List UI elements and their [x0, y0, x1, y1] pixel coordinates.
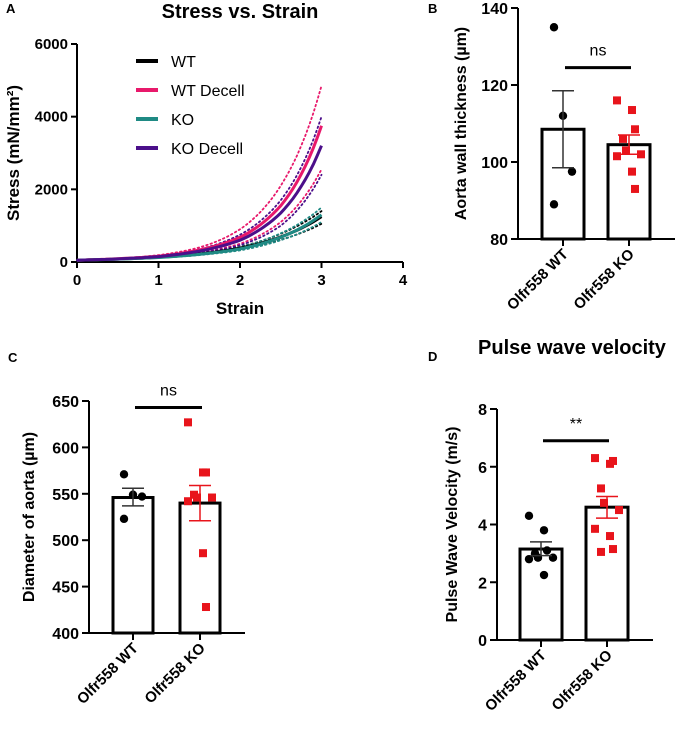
data-point [631, 184, 639, 193]
panel-label-a: A [6, 1, 16, 16]
data-point [609, 456, 617, 465]
series-line [76, 145, 323, 262]
bar [518, 547, 564, 642]
chart-title-d: Pulse wave velocity [478, 337, 667, 359]
y-tick-label: 100 [481, 155, 508, 172]
data-point [539, 526, 549, 535]
data-point [524, 511, 534, 521]
y-axis-title: Aorta wall thickness (µm) [453, 27, 470, 220]
data-point [549, 23, 559, 32]
y-tick-label: 500 [52, 533, 79, 550]
y-tick-label: 0 [60, 254, 68, 271]
data-point [193, 493, 201, 502]
wall-thickness-chart: 80 100 120 140 Aorta wall thickness (µm) Olfr… [453, 1, 675, 314]
x-tick-label: Olfr558 KO [570, 246, 638, 314]
x-tick-label: Olfr558 KO [141, 640, 209, 708]
data-point [199, 549, 207, 558]
data-point [619, 134, 627, 143]
x-tick-label: 0 [73, 272, 81, 289]
panel-label-b: B [428, 1, 437, 16]
y-tick-label: 400 [52, 626, 79, 643]
significance-label: ns [160, 382, 177, 399]
data-point [613, 96, 621, 105]
data-point [208, 493, 216, 502]
x-tick-label: Olfr558 WT [482, 647, 550, 715]
bar [178, 501, 222, 635]
y-tick-label: 80 [490, 232, 508, 249]
data-point [549, 200, 559, 209]
y-tick-label: 650 [52, 394, 79, 411]
y-tick-label: 0 [478, 633, 487, 650]
data-point [613, 152, 621, 161]
aorta-diameter-chart: 400 450 500 550 600 650 Diameter of aorta (µm)… [21, 382, 245, 708]
data-point [119, 514, 129, 524]
y-tick-label: 600 [52, 440, 79, 457]
data-point [606, 532, 614, 541]
data-point [637, 150, 645, 159]
x-axis-title: Strain [216, 299, 264, 318]
data-point [600, 498, 608, 507]
legend-label: WT [171, 54, 196, 71]
y-tick-label: 6000 [35, 36, 68, 53]
data-point [184, 418, 192, 427]
significance-label: ** [570, 416, 582, 433]
x-tick-label: Olfr558 KO [548, 647, 616, 715]
x-tick-label: Olfr558 WT [74, 640, 142, 708]
y-tick-label: 140 [481, 1, 508, 18]
x-tick-label: 3 [317, 272, 325, 289]
data-point [202, 603, 210, 612]
y-tick-label: 4000 [35, 109, 68, 126]
y-axis-title: Diameter of aorta (µm) [21, 432, 38, 602]
bar [606, 143, 652, 241]
data-point [631, 125, 639, 134]
y-axis-title: Pulse Wave Velocity (m/s) [444, 427, 461, 623]
data-point [628, 106, 636, 115]
data-point [628, 167, 636, 176]
data-point [591, 454, 599, 463]
data-point [184, 497, 192, 506]
data-point [539, 570, 549, 580]
data-point [615, 506, 623, 515]
x-tick-label: Olfr558 WT [504, 246, 572, 314]
x-tick-label: 2 [236, 272, 244, 289]
x-tick-label: 4 [399, 272, 408, 289]
panel-label-d: D [428, 349, 437, 364]
panel-label-c: C [8, 350, 18, 365]
stress-strain-chart: 0 2000 4000 6000 0 1 2 3 4 Strain Stress (mN/mm²) W… [4, 36, 408, 318]
data-point [137, 492, 147, 501]
data-point [567, 167, 577, 176]
data-point [542, 546, 552, 555]
data-point [622, 146, 630, 155]
x-tick-label: 1 [154, 272, 162, 289]
pwv-chart: 0 2 4 6 8 Pulse Wave Velocity (m/s) Olfr558 WT… [444, 402, 653, 715]
series-line [76, 213, 323, 262]
y-tick-label: 550 [52, 487, 79, 504]
data-point [609, 545, 617, 554]
y-tick-label: 450 [52, 580, 79, 597]
y-tick-label: 2 [478, 575, 487, 592]
y-tick-label: 120 [481, 78, 508, 95]
significance-label: ns [590, 43, 607, 60]
bar [111, 496, 155, 635]
data-point [591, 524, 599, 533]
y-tick-label: 4 [478, 518, 487, 535]
data-point [119, 470, 129, 479]
data-point [202, 468, 210, 477]
y-axis-title: Stress (mN/mm²) [4, 85, 23, 221]
series-band-upper [76, 115, 323, 262]
series-band-lower [76, 168, 323, 262]
data-point [597, 484, 605, 493]
data-point [548, 553, 558, 562]
legend-label: KO [171, 112, 194, 129]
chart-title-a: Stress vs. Strain [162, 1, 319, 23]
data-point [524, 554, 534, 564]
y-tick-label: 8 [478, 402, 487, 419]
y-tick-label: 6 [478, 460, 487, 477]
legend-label: WT Decell [171, 83, 245, 100]
data-point [597, 547, 605, 556]
y-tick-label: 2000 [35, 181, 68, 198]
legend-label: KO Decell [171, 141, 243, 158]
